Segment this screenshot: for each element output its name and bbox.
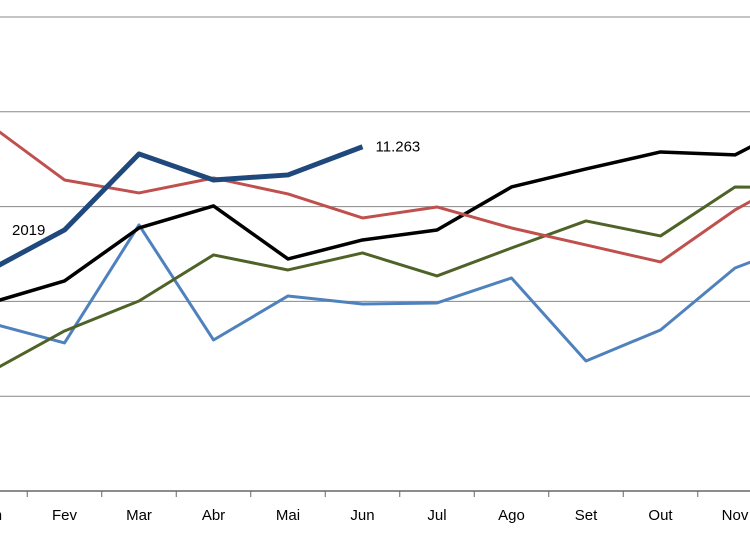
- line-series: [0, 145, 750, 302]
- data-label: 11.263: [376, 139, 421, 156]
- x-tick-label: Out: [648, 507, 673, 524]
- series-label: 2019: [12, 222, 45, 239]
- x-tick-label: Nov: [722, 507, 749, 524]
- x-tick-label: Fev: [52, 507, 78, 524]
- line-series: [0, 223, 750, 363]
- x-tick-label: Jan: [0, 507, 2, 524]
- x-tick-label: Mai: [276, 507, 300, 524]
- line-series: [0, 185, 750, 369]
- line-series: [0, 144, 364, 268]
- x-tick-label: Jun: [350, 507, 374, 524]
- x-tick-label: Ago: [498, 507, 525, 524]
- line-series: [0, 130, 750, 264]
- x-tick-label: Abr: [202, 507, 225, 524]
- x-tick-label: Mar: [126, 507, 152, 524]
- x-tick-label: Jul: [427, 507, 446, 524]
- x-tick-label: Set: [575, 507, 598, 524]
